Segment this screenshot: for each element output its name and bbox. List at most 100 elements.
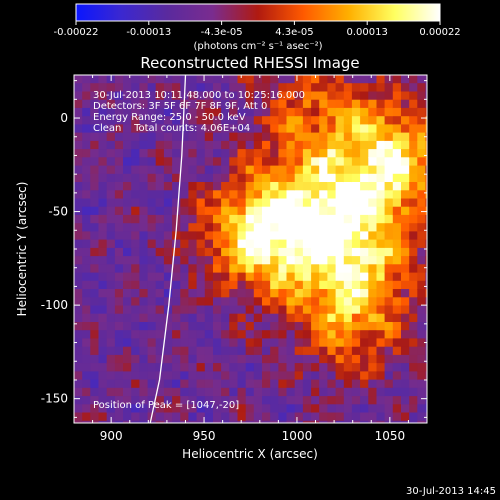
heatmap-cell [286, 198, 296, 208]
heatmap-cell [90, 223, 100, 232]
heatmap-cell [311, 206, 320, 216]
heatmap-cell [343, 124, 353, 134]
heatmap-cell [131, 132, 140, 142]
heatmap-cell [147, 116, 157, 125]
heatmap-cell [229, 289, 239, 298]
heatmap-cell [98, 140, 108, 150]
heatmap-cell [253, 346, 263, 356]
heatmap-cell [98, 305, 108, 315]
heatmap-cell [343, 305, 353, 315]
heatmap-cell [180, 173, 190, 183]
heatmap-cell [139, 289, 149, 298]
heatmap-cell [90, 305, 100, 315]
heatmap-cell [172, 313, 181, 323]
heatmap-cell [204, 165, 214, 175]
heatmap-cell [98, 272, 108, 282]
colorbar [75, 3, 441, 22]
heatmap-cell [131, 99, 140, 109]
heatmap-cell [311, 338, 320, 348]
heatmap-cell [139, 107, 149, 117]
heatmap-cell [213, 330, 222, 339]
annotation-energy-range: Energy Range: 25.0 - 50.0 keV [93, 112, 246, 123]
heatmap-cell [270, 182, 279, 191]
heatmap-cell [221, 165, 230, 175]
heatmap-cell [360, 124, 369, 134]
heatmap-cell [384, 165, 394, 175]
heatmap-cell [213, 214, 222, 224]
heatmap-cell [311, 91, 320, 101]
heatmap-cell [278, 206, 288, 216]
heatmap-cell [311, 223, 320, 232]
colorbar-ticks: -0.00022 -0.00013 -4.3e-05 4.3e-05 0.00013 0.… [54, 21, 461, 38]
heatmap-cell [221, 280, 230, 290]
heatmap-cell [376, 330, 386, 339]
heatmap-cell [90, 124, 100, 134]
heatmap-cell [392, 107, 402, 117]
heatmap-cell [417, 91, 427, 101]
heatmap-cell [286, 149, 296, 158]
heatmap-cell [98, 132, 108, 142]
heatmap-cell [368, 116, 378, 125]
heatmap-cell [311, 75, 320, 84]
heatmap-cell [270, 354, 279, 364]
heatmap-cell [311, 132, 320, 142]
heatmap-cell [188, 124, 198, 134]
heatmap-cell [221, 412, 230, 422]
heatmap-cell [253, 379, 263, 389]
heatmap-cell [335, 247, 345, 257]
heatmap-cell [376, 363, 386, 372]
heatmap-cell [294, 387, 304, 397]
heatmap-cell [221, 149, 230, 158]
heatmap-cell [131, 256, 140, 265]
heatmap-cell [311, 165, 320, 175]
heatmap-cell [98, 363, 108, 372]
heatmap-cell [172, 239, 181, 249]
heatmap-cell [392, 396, 402, 405]
heatmap-cell [237, 264, 247, 274]
heatmap-cell [270, 289, 279, 298]
heatmap-cell [368, 297, 378, 307]
heatmap-cell [204, 305, 214, 315]
heatmap-cell [221, 157, 230, 167]
heatmap-cell [114, 297, 124, 307]
heatmap-cell [172, 289, 181, 298]
heatmap-cell [123, 330, 132, 339]
heatmap-cell [82, 322, 91, 331]
heatmap-cell [351, 149, 361, 158]
heatmap-cell [327, 354, 337, 364]
heatmap-cell [196, 313, 206, 323]
heatmap-cell [163, 379, 173, 389]
heatmap-cell [376, 247, 386, 257]
heatmap-cell [114, 280, 124, 290]
heatmap-cell [409, 75, 418, 84]
heatmap-cell [204, 371, 214, 381]
heatmap-cell [360, 231, 369, 241]
heatmap-cell [319, 289, 328, 298]
heatmap-cell [147, 305, 157, 315]
heatmap-cell [155, 99, 165, 109]
heatmap-cell [392, 206, 402, 216]
heatmap-cell [368, 140, 378, 150]
heatmap-cell [147, 223, 157, 232]
heatmap-cell [253, 289, 263, 298]
heatmap-cell [163, 190, 173, 200]
heatmap-cell [245, 91, 255, 101]
heatmap-cell [368, 330, 378, 339]
heatmap-cell [319, 420, 328, 423]
heatmap-cell [82, 198, 91, 208]
heatmap-cell [401, 338, 410, 348]
heatmap-cell [294, 420, 304, 423]
heatmap-cell [106, 173, 116, 183]
heatmap-cell [245, 338, 255, 348]
heatmap-cell [204, 198, 214, 208]
heatmap-cell [253, 264, 263, 274]
heatmap-cell [245, 157, 255, 167]
heatmap-cell [417, 173, 427, 183]
heatmap-cell [409, 132, 418, 142]
heatmap-cell [229, 239, 239, 249]
heatmap-cell [196, 239, 206, 249]
heatmap-cell [155, 83, 165, 92]
heatmap-cell [172, 354, 181, 364]
heatmap-cell [180, 412, 190, 422]
heatmap-cell [114, 124, 124, 134]
